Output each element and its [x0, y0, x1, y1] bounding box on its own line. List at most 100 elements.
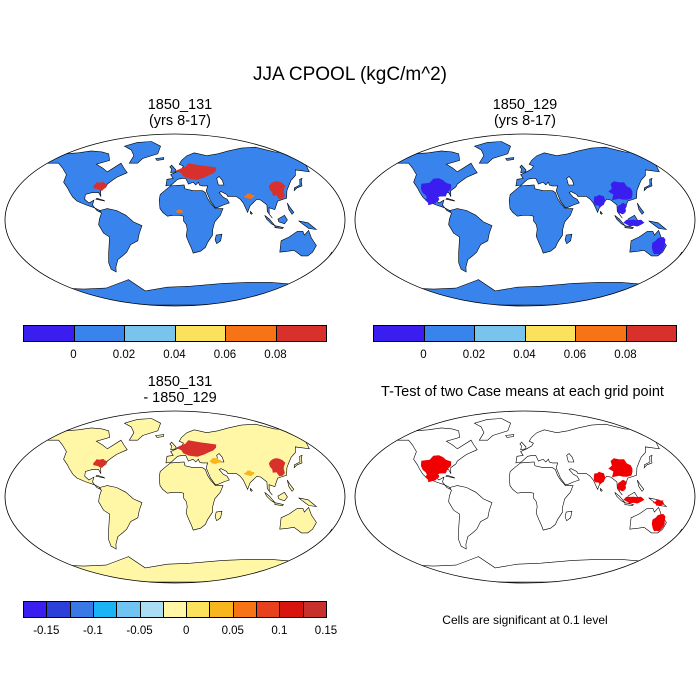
sig-mexico	[425, 471, 440, 483]
land-australia	[279, 229, 317, 257]
colorbar-swatch	[232, 601, 258, 618]
colorbar-difference: -0.15 -0.1 -0.05 0 0.05 0.1 0.15	[23, 601, 337, 641]
land-northAmerica	[37, 427, 128, 491]
land-madagascar	[214, 233, 223, 245]
colorbar-tick-label: 0.02	[112, 349, 136, 361]
colorbar-swatch	[116, 601, 141, 618]
colorbar-1850-129: 0 0.02 0.04 0.06 0.08	[373, 325, 677, 365]
sig-indonesia	[623, 496, 645, 504]
colorbar-swatch	[575, 325, 627, 342]
colorbar-tick-label: 0.06	[213, 349, 237, 361]
colorbar-tick-label: -0.1	[83, 625, 103, 637]
hotspot-westafrica	[176, 209, 183, 214]
land-australia	[629, 506, 667, 534]
sig-china	[608, 458, 633, 478]
land-greenland	[473, 418, 511, 441]
colorbar-tick-label: 0.04	[163, 349, 186, 361]
land-newguinea	[648, 220, 668, 230]
colorbar-tick-label: 0.08	[264, 349, 287, 361]
land-indonesia2	[277, 214, 288, 225]
land-australia	[279, 506, 317, 534]
colorbar-tick-label: 0	[182, 625, 190, 637]
diff-india	[243, 470, 255, 477]
land-indonesia3	[274, 502, 285, 506]
panel-4-title: T-Test of two Case means at each grid po…	[350, 384, 695, 400]
land-indonesia1	[614, 215, 626, 226]
land-madagascar	[564, 510, 573, 522]
land-japan	[643, 177, 653, 192]
land-greenland	[473, 141, 511, 164]
colorbar-swatch	[69, 601, 94, 618]
colorbar-tick-label: 0.06	[563, 349, 587, 361]
land-britain	[519, 441, 527, 451]
sig-newguinea	[652, 499, 664, 506]
colorbar-swatch	[92, 601, 118, 618]
sig-se-asia	[616, 479, 627, 492]
land-newguinea	[298, 497, 318, 507]
colorbar-tick-label: 0.05	[221, 625, 244, 637]
panel-1-title-line1: 1850_131	[147, 97, 213, 113]
low-se-asia	[616, 202, 627, 215]
land-cuba	[95, 474, 106, 479]
panel-3-title-line2: - 1850_129	[143, 390, 217, 406]
significance-note: Cells are significant at 0.1 level	[442, 613, 608, 627]
colorbar-swatch	[186, 601, 211, 618]
colorbar-tick-label: 0.02	[462, 349, 486, 361]
map-border	[4, 133, 346, 307]
land-caspian	[566, 176, 575, 186]
map-panel-1850-129	[354, 133, 696, 307]
land-caspian	[216, 176, 225, 186]
land-northAmerica	[37, 150, 128, 214]
map-panel-ttest	[354, 410, 696, 584]
diff-europe	[175, 440, 217, 457]
colorbar-swatch	[373, 325, 425, 342]
sig-australia-east	[651, 514, 666, 532]
colorbar-swatch	[23, 601, 48, 618]
land-srilanka	[250, 210, 253, 215]
colorbar-tick-label: 0.1	[271, 625, 288, 637]
colorbar-tick-label: -0.05	[126, 625, 153, 637]
colorbar-swatch	[474, 325, 526, 342]
colorbar-swatch	[174, 325, 226, 342]
low-india	[593, 194, 606, 208]
land-japan	[293, 454, 303, 469]
land-greenland	[123, 418, 161, 441]
diff-eastasia	[268, 458, 286, 477]
colorbar-tick-label: 0.08	[614, 349, 637, 361]
panel-3-title-line1: 1850_131	[147, 374, 213, 390]
colorbar-swatch	[209, 601, 234, 618]
colorbar-swatch	[139, 601, 164, 618]
land-newguinea	[648, 497, 668, 507]
land-philippines	[287, 202, 295, 215]
sig-india	[593, 471, 606, 485]
hotspot-europe	[175, 163, 217, 180]
hotspot-india	[243, 193, 255, 200]
land-indonesia3	[274, 225, 285, 229]
land-britain	[169, 441, 177, 451]
colorbar-tick-label: -0.15	[33, 625, 60, 637]
sig-north-america	[420, 455, 452, 478]
colorbar-swatch	[275, 325, 327, 342]
land-britain	[519, 164, 527, 174]
land-madagascar	[564, 233, 573, 245]
panel-1-title-line2: (yrs 8-17)	[148, 113, 212, 129]
colorbar-swatch	[256, 601, 281, 618]
land-madagascar	[214, 510, 223, 522]
land-southAmerica	[98, 485, 143, 550]
panel-1-title: 1850_131 (yrs 8-17)	[30, 97, 330, 129]
map-border	[4, 410, 346, 584]
land-cuba	[445, 474, 456, 479]
colorbar-swatch	[162, 601, 188, 618]
land-iceland	[505, 157, 515, 161]
land-japan	[643, 454, 653, 469]
land-africa	[158, 184, 224, 254]
colorbar-swatch	[279, 601, 304, 618]
land-iceland	[155, 434, 165, 438]
land-southAmerica	[448, 208, 493, 273]
low-indonesia	[623, 219, 645, 227]
panel-2-title-line2: (yrs 8-17)	[493, 113, 557, 129]
land-indonesia3	[624, 502, 635, 506]
colorbar-tick-label: 0.04	[513, 349, 536, 361]
land-srilanka	[600, 210, 603, 215]
hotspot-eastasia	[268, 181, 286, 200]
